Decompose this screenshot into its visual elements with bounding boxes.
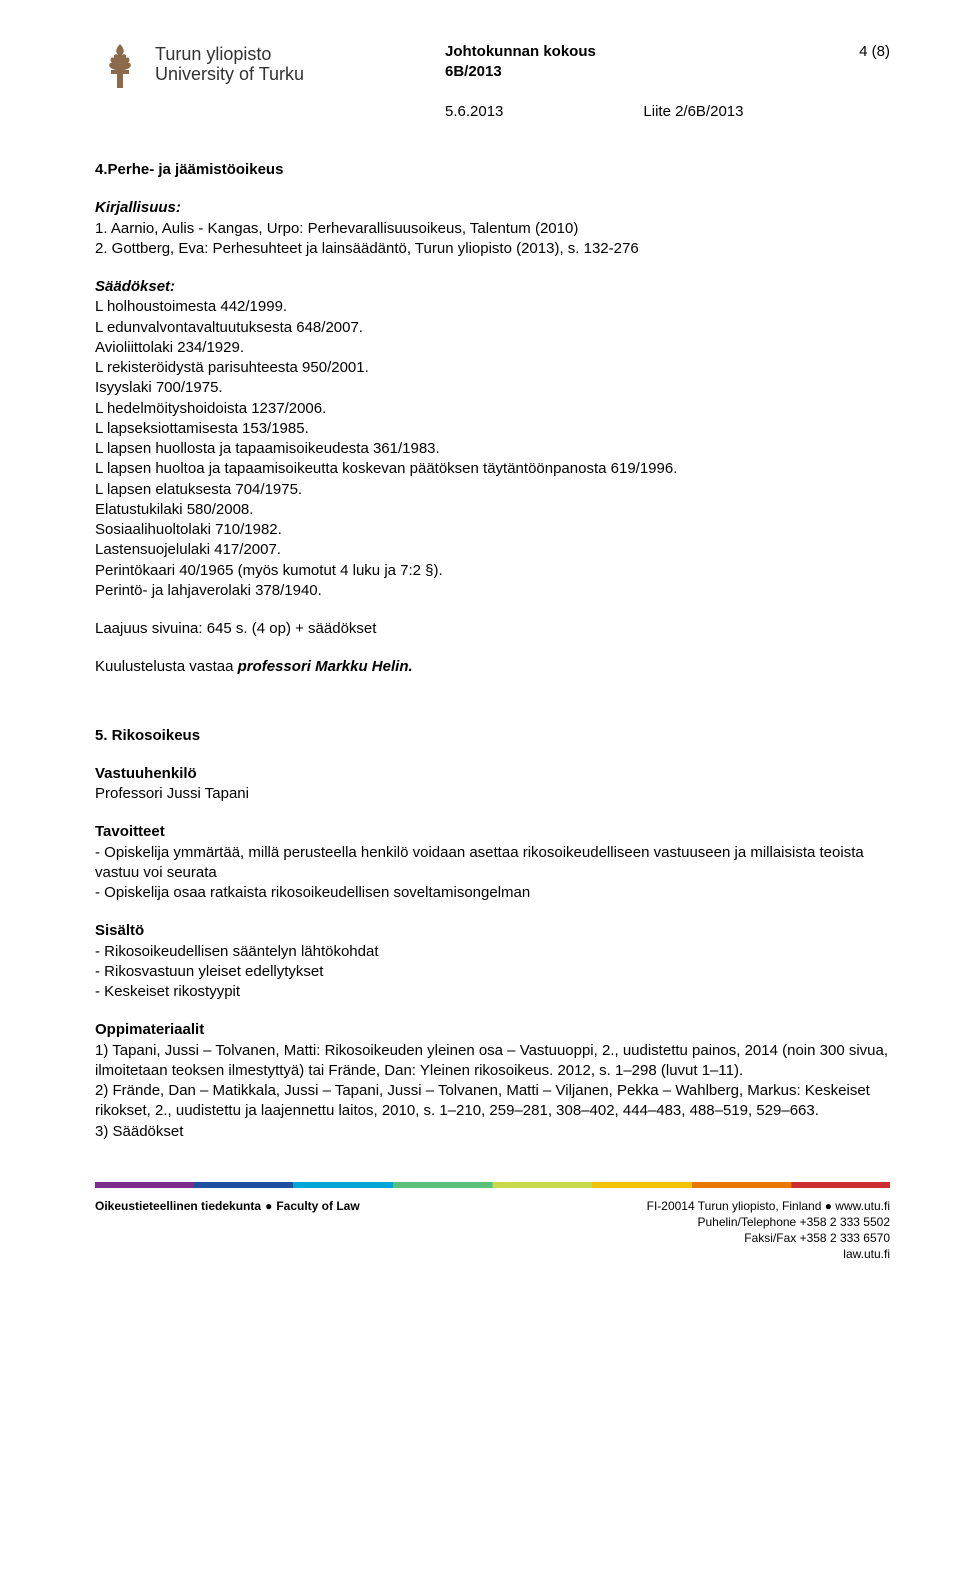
material-item: 1) Tapani, Jussi – Tolvanen, Matti: Riko… bbox=[95, 1041, 890, 1082]
content-item: - Rikosoikeudellisen sääntelyn lähtökohd… bbox=[95, 942, 890, 962]
statute-item: Lastensuojelulaki 417/2007. bbox=[95, 540, 890, 560]
university-logo: Turun yliopisto University of Turku bbox=[95, 40, 304, 90]
statute-item: Elatustukilaki 580/2008. bbox=[95, 500, 890, 520]
section-4-heading: 4.Perhe- ja jäämistöoikeus bbox=[95, 160, 890, 180]
material-item: 3) Säädökset bbox=[95, 1122, 890, 1142]
statutes-list: L holhoustoimesta 442/1999.L edunvalvont… bbox=[95, 297, 890, 601]
logo-text-fi: Turun yliopisto bbox=[155, 45, 304, 65]
goals-label: Tavoitteet bbox=[95, 822, 890, 842]
content-item: - Rikosvastuun yleiset edellytykset bbox=[95, 962, 890, 982]
literature-item: 1. Aarnio, Aulis - Kangas, Urpo: Perheva… bbox=[95, 219, 890, 239]
statute-item: L holhoustoimesta 442/1999. bbox=[95, 297, 890, 317]
footer-left: Oikeustieteellinen tiedekunta●Faculty of… bbox=[95, 1198, 360, 1263]
attachment-label: Liite 2/6B/2013 bbox=[643, 102, 743, 122]
faculty-fi: Oikeustieteellinen tiedekunta bbox=[95, 1199, 261, 1213]
literature-label: Kirjallisuus: bbox=[95, 198, 890, 218]
content-label: Sisältö bbox=[95, 921, 890, 941]
literature-item: 2. Gottberg, Eva: Perhesuhteet ja lainsä… bbox=[95, 239, 890, 259]
statute-item: L hedelmöityshoidoista 1237/2006. bbox=[95, 399, 890, 419]
statute-item: Perintökaari 40/1965 (myös kumotut 4 luk… bbox=[95, 561, 890, 581]
statute-item: L lapsen elatuksesta 704/1975. bbox=[95, 480, 890, 500]
statute-item: L lapseksiottamisesta 153/1985. bbox=[95, 419, 890, 439]
section-5-heading: 5. Rikosoikeus bbox=[95, 726, 890, 746]
header-meeting-title: Johtokunnan kokous 6B/2013 bbox=[445, 42, 596, 83]
statute-item: Sosiaalihuoltolaki 710/1982. bbox=[95, 520, 890, 540]
footer-fax: Faksi/Fax +358 2 333 6570 bbox=[647, 1230, 890, 1246]
faculty-en: Faculty of Law bbox=[276, 1199, 359, 1213]
goal-item: - Opiskelija osaa ratkaista rikosoikeude… bbox=[95, 883, 890, 903]
document-body: 4.Perhe- ja jäämistöoikeus Kirjallisuus:… bbox=[95, 160, 890, 1142]
statutes-label: Säädökset: bbox=[95, 277, 890, 297]
page-header: Turun yliopisto University of Turku Joht… bbox=[95, 40, 890, 90]
material-item: 2) Frände, Dan – Matikkala, Jussi – Tapa… bbox=[95, 1081, 890, 1122]
statute-item: Avioliittolaki 234/1929. bbox=[95, 338, 890, 358]
logo-text-en: University of Turku bbox=[155, 65, 304, 85]
examiner-prefix: Kuulustelusta vastaa bbox=[95, 658, 238, 675]
statute-item: Isyyslaki 700/1975. bbox=[95, 378, 890, 398]
page-number: 4 (8) bbox=[859, 42, 890, 62]
header-subline: 5.6.2013 Liite 2/6B/2013 bbox=[445, 102, 743, 122]
goal-item: - Opiskelija ymmärtää, millä perusteella… bbox=[95, 843, 890, 884]
footer-right: FI-20014 Turun yliopisto, Finland ● www.… bbox=[647, 1198, 890, 1263]
footer-phone: Puhelin/Telephone +358 2 333 5502 bbox=[647, 1214, 890, 1230]
responsible-label: Vastuuhenkilö bbox=[95, 764, 890, 784]
responsible-value: Professori Jussi Tapani bbox=[95, 784, 890, 804]
page-footer: Oikeustieteellinen tiedekunta●Faculty of… bbox=[95, 1182, 890, 1263]
examiner-line: Kuulustelusta vastaa professori Markku H… bbox=[95, 657, 890, 677]
content-item: - Keskeiset rikostyypit bbox=[95, 982, 890, 1002]
materials-label: Oppimateriaalit bbox=[95, 1020, 890, 1040]
examiner-name: professori Markku Helin. bbox=[238, 658, 413, 675]
statute-item: L edunvalvontavaltuutuksesta 648/2007. bbox=[95, 318, 890, 338]
meeting-code: 6B/2013 bbox=[445, 62, 596, 82]
meeting-date: 5.6.2013 bbox=[445, 102, 503, 122]
statute-item: L lapsen huoltoa ja tapaamisoikeutta kos… bbox=[95, 459, 890, 479]
torch-icon bbox=[95, 40, 145, 90]
meeting-title: Johtokunnan kokous bbox=[445, 42, 596, 62]
statute-item: Perintö- ja lahjaverolaki 378/1940. bbox=[95, 581, 890, 601]
statute-item: L rekisteröidystä parisuhteesta 950/2001… bbox=[95, 358, 890, 378]
footer-address: FI-20014 Turun yliopisto, Finland ● www.… bbox=[647, 1198, 890, 1214]
extent-text: Laajuus sivuina: 645 s. (4 op) + säädöks… bbox=[95, 619, 890, 639]
statute-item: L lapsen huollosta ja tapaamisoikeudesta… bbox=[95, 439, 890, 459]
footer-url: law.utu.fi bbox=[647, 1246, 890, 1262]
